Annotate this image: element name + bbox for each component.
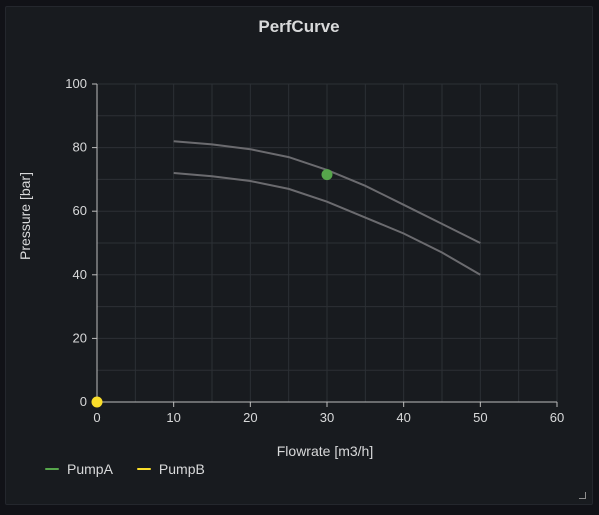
x-tick-label: 30 [320, 410, 334, 425]
y-tick-label: 80 [73, 140, 87, 155]
x-axis-label: Flowrate [m3/h] [277, 443, 373, 459]
legend-label: PumpA [67, 461, 113, 477]
performance-curve-2 [173, 172, 481, 276]
legend-label: PumpB [158, 461, 205, 477]
x-tick-label: 0 [93, 410, 100, 425]
y-tick-label: 40 [73, 267, 87, 282]
data-point-pumpa [321, 169, 333, 181]
x-tick-label: 50 [473, 410, 487, 425]
legend: PumpA PumpB [45, 461, 205, 477]
legend-swatch-icon [45, 468, 59, 470]
data-point-pumpb [91, 396, 103, 408]
y-tick-label: 0 [80, 394, 87, 409]
legend-item-pumpb[interactable]: PumpB [136, 461, 205, 477]
x-tick-label: 20 [243, 410, 257, 425]
panel-title[interactable]: PerfCurve [258, 17, 340, 36]
y-tick-label: 60 [73, 203, 87, 218]
y-tick-label: 100 [65, 76, 87, 91]
x-tick-label: 60 [550, 410, 564, 425]
x-tick-label: 10 [166, 410, 180, 425]
y-tick-label: 20 [73, 330, 87, 345]
y-axis-label: Pressure [bar] [17, 172, 33, 260]
resize-handle-icon[interactable] [579, 492, 586, 499]
chart-panel: PerfCurve [5, 6, 593, 505]
x-tick-label: 40 [396, 410, 410, 425]
legend-item-pumpa[interactable]: PumpA [45, 461, 113, 477]
legend-swatch-icon [136, 468, 151, 470]
